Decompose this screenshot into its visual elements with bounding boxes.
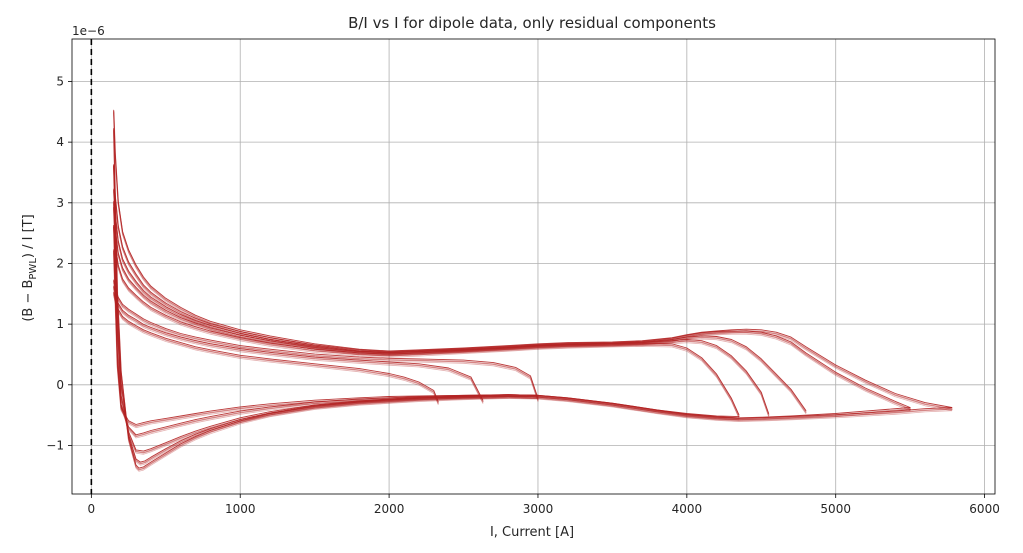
y-axis-label: (B − BPWL) / I [T]	[21, 214, 39, 321]
x-axis-label: I, Current [A]	[490, 525, 574, 540]
series-line	[113, 167, 911, 466]
chart-title: B/I vs I for dipole data, only residual …	[348, 14, 716, 32]
series-line	[113, 228, 539, 439]
series-line	[113, 225, 740, 416]
x-tick-label: 2000	[374, 502, 405, 516]
series-line	[113, 188, 807, 411]
series-line	[113, 294, 439, 406]
x-tick-label: 0	[88, 502, 96, 516]
y-axis-label-pre: (B − B	[21, 280, 36, 322]
series-line	[113, 131, 953, 472]
series-line	[113, 252, 539, 429]
series-line	[112, 226, 539, 438]
y-offset-label: 1e−6	[72, 24, 105, 38]
series-line	[112, 226, 740, 417]
series-line	[112, 281, 539, 401]
series-line	[112, 202, 740, 454]
series-line	[112, 293, 439, 404]
grid	[72, 39, 995, 494]
series-line	[113, 285, 484, 401]
series-line	[113, 164, 911, 408]
x-tick-label: 6000	[969, 502, 1000, 516]
y-axis-ticks: −1 0 1 2 3 4 5	[46, 74, 72, 452]
y-axis-label-post: ) / I [T]	[21, 214, 36, 258]
series-line	[113, 282, 539, 403]
series-line	[113, 228, 740, 419]
x-tick-label: 3000	[523, 502, 554, 516]
y-tick-label: 1	[56, 317, 64, 331]
series-line	[113, 249, 539, 425]
y-tick-label: 4	[56, 135, 64, 149]
series-group	[112, 109, 953, 472]
series-line	[113, 206, 770, 414]
y-tick-label: 3	[56, 196, 64, 210]
series-line	[113, 225, 539, 436]
series-line	[112, 250, 539, 427]
series-line	[113, 291, 439, 402]
x-tick-label: 5000	[820, 502, 851, 516]
y-tick-label: 0	[56, 378, 64, 392]
series-line	[112, 287, 484, 403]
y-axis-label-sub: PWL	[28, 258, 39, 280]
series-line	[113, 109, 953, 408]
series-line	[113, 200, 740, 452]
y-tick-label: 2	[56, 256, 64, 270]
y-tick-label: 5	[56, 74, 64, 88]
series-line	[113, 288, 484, 404]
series-line	[113, 203, 740, 455]
x-tick-label: 4000	[672, 502, 703, 516]
y-tick-label: −1	[46, 438, 64, 452]
plot-frame	[71, 38, 996, 495]
x-axis-ticks: 0 1000 2000 3000 4000 5000 6000	[88, 494, 1000, 516]
series-line	[113, 279, 539, 399]
x-tick-label: 1000	[225, 502, 256, 516]
